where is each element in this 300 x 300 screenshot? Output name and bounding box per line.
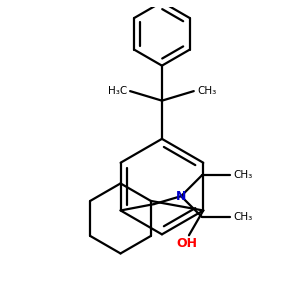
Text: N: N [176, 190, 186, 203]
Text: CH₃: CH₃ [197, 86, 216, 96]
Text: H₃C: H₃C [108, 86, 127, 96]
Text: CH₃: CH₃ [234, 170, 253, 181]
Text: CH₃: CH₃ [234, 212, 253, 222]
Text: OH: OH [177, 237, 198, 250]
